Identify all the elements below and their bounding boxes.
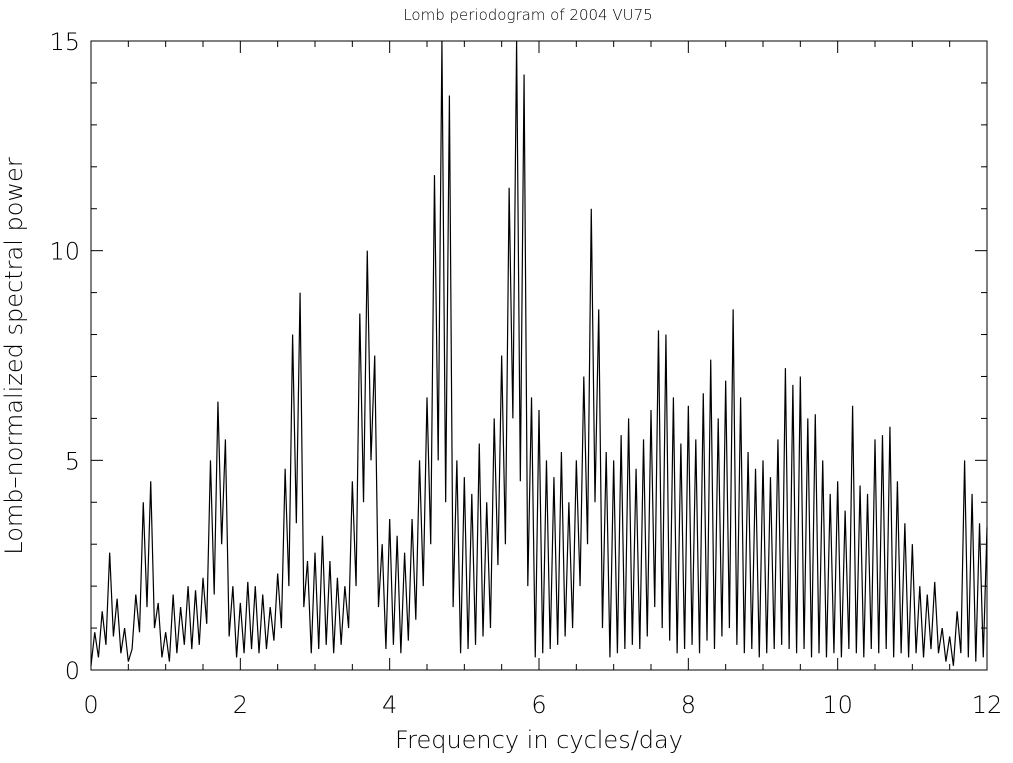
data-line — [90, 40, 988, 666]
x-axis-title: Frequency in cycles/day — [395, 726, 683, 754]
x-tick-label: 0 — [83, 691, 98, 719]
chart-title: Lomb periodogram of 2004 VU75 — [403, 6, 652, 24]
x-tick-label: 6 — [531, 691, 546, 719]
y-tick-label: 0 — [65, 657, 80, 685]
x-tick-label: 4 — [382, 691, 397, 719]
y-axis-title: Lomb–normalized spectral power — [0, 157, 28, 555]
x-tick-label: 2 — [233, 691, 248, 719]
plot-frame — [90, 40, 988, 671]
x-tick-label: 8 — [681, 691, 696, 719]
x-tick-label: 12 — [972, 691, 1003, 719]
y-tick-label: 5 — [65, 447, 80, 475]
y-tick-label: 15 — [49, 28, 80, 56]
y-tick-label: 10 — [49, 238, 80, 266]
x-tick-label: 10 — [822, 691, 853, 719]
